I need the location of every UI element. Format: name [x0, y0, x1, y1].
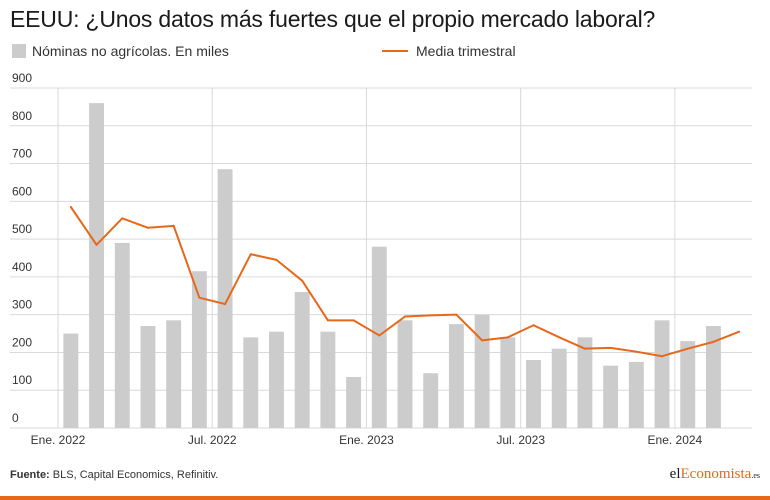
bar — [654, 320, 670, 428]
bar — [680, 341, 696, 428]
bar — [551, 348, 567, 428]
legend-item-line: Media trimestral — [382, 43, 516, 59]
source-text: BLS, Capital Economics, Refinitiv. — [49, 469, 219, 481]
bar-series — [63, 103, 721, 428]
bar — [448, 324, 464, 428]
y-tick-label: 900 — [12, 71, 32, 85]
bar — [269, 331, 284, 428]
y-tick-label: 0 — [12, 411, 19, 425]
bar — [243, 337, 259, 428]
bar — [89, 103, 105, 428]
brand-prefix: el — [669, 466, 681, 482]
line-point — [146, 226, 149, 229]
line-point — [712, 340, 715, 343]
line-point — [121, 217, 124, 220]
y-tick-label: 700 — [12, 147, 32, 161]
line-point — [404, 315, 406, 318]
bar — [705, 326, 721, 428]
y-tick-label: 300 — [12, 298, 32, 312]
bar — [320, 331, 336, 428]
line-point — [172, 224, 175, 227]
source-note: Fuente: BLS, Capital Economics, Refiniti… — [10, 469, 218, 481]
bar — [603, 365, 619, 428]
line-point — [609, 346, 612, 349]
legend-label-bars: Nóminas no agrícolas. En miles — [32, 43, 229, 59]
x-axis-labels: Ene. 2022 Jul. 2022 Ene. 2023 Jul. 2023 Ene.… — [31, 433, 703, 447]
bar — [294, 292, 310, 428]
line-point — [301, 279, 304, 282]
bar — [526, 360, 541, 428]
line-point — [455, 313, 458, 316]
bar — [371, 246, 387, 428]
line-point — [326, 319, 329, 322]
bar — [114, 242, 130, 428]
y-tick-label: 800 — [12, 109, 32, 123]
line-point — [352, 319, 355, 322]
line-point — [635, 350, 638, 353]
x-tick-label: Ene. 2023 — [339, 433, 394, 447]
legend-label-line: Media trimestral — [416, 43, 516, 59]
x-tick-label: Jul. 2023 — [496, 433, 545, 447]
line-point — [661, 355, 664, 358]
line-series — [69, 206, 741, 358]
x-tick-label: Jul. 2022 — [188, 433, 237, 447]
line-point — [506, 336, 509, 339]
legend-swatch-bars — [12, 44, 26, 58]
line-point — [249, 253, 252, 256]
x-tick-label: Ene. 2022 — [31, 433, 86, 447]
legend-item-bars: Nóminas no agrícolas. En miles — [12, 43, 229, 59]
line-point — [378, 334, 381, 337]
bar — [140, 326, 156, 428]
chart-plot-area: 0 100 200 300 400 500 600 700 800 900 Ene. 2022 Ju… — [10, 71, 752, 447]
bar — [63, 333, 79, 428]
y-tick-label: 500 — [12, 222, 32, 236]
y-tick-label: 200 — [12, 335, 32, 349]
line-point — [583, 347, 586, 350]
bar — [217, 169, 233, 428]
bar — [628, 361, 644, 428]
line-point — [532, 324, 535, 327]
line-point — [558, 336, 561, 339]
source-label: Fuente: — [10, 469, 50, 481]
bar — [397, 320, 413, 428]
line-point — [198, 296, 201, 299]
line-point — [686, 347, 689, 350]
bar — [577, 337, 593, 428]
bar — [346, 377, 362, 428]
line-point — [69, 206, 72, 208]
line-point — [429, 314, 432, 317]
bar — [191, 271, 207, 428]
x-tick-label: Ene. 2024 — [648, 433, 703, 447]
line-point — [481, 339, 484, 342]
line-point — [275, 258, 278, 261]
x-gridlines — [57, 88, 676, 428]
bar — [474, 314, 490, 428]
y-tick-label: 400 — [12, 260, 32, 274]
legend-swatch-line — [382, 50, 408, 52]
line-point — [95, 243, 98, 246]
y-tick-label: 600 — [12, 184, 32, 198]
y-tick-label: 100 — [12, 373, 32, 387]
bar — [500, 337, 516, 428]
brand-highlight: Economista — [680, 466, 752, 482]
y-axis-labels: 0 100 200 300 400 500 600 700 800 900 — [12, 71, 32, 425]
brand-logo: elEconomista.es — [670, 466, 760, 483]
chart-title: EEUU: ¿Unos datos más fuertes que el pro… — [10, 6, 656, 32]
bar — [166, 320, 182, 428]
bar — [423, 373, 439, 428]
line-point — [738, 330, 741, 333]
line-point — [224, 303, 227, 306]
brand-suffix: .es — [751, 471, 760, 480]
bottom-accent-rule — [0, 496, 770, 500]
